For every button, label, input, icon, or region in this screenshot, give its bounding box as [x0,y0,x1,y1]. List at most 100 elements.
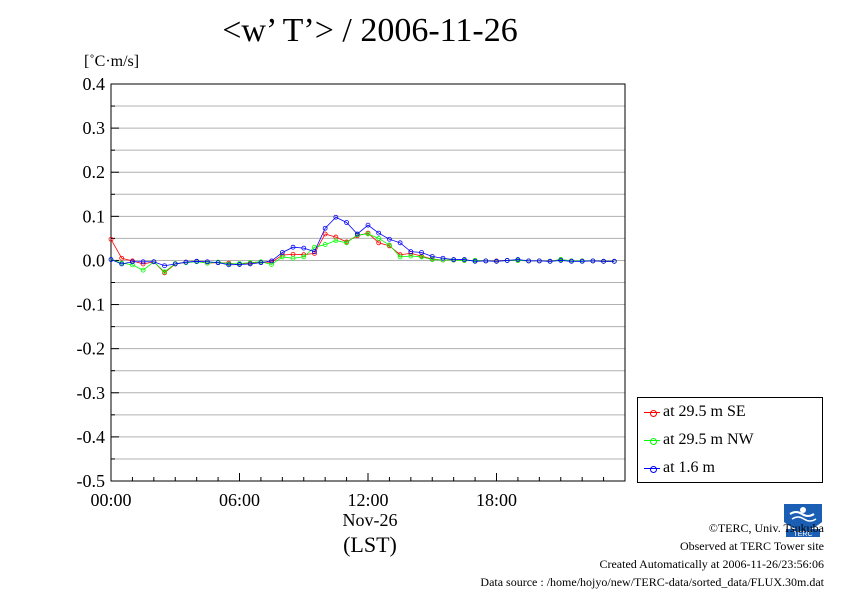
data-point-2 [204,259,210,265]
data-point-2 [569,258,574,264]
series-layer [108,214,617,276]
data-point-1 [301,254,307,260]
x-tick-label: 06:00 [219,490,260,510]
y-tick-label: -0.4 [77,427,106,447]
legend: at 29.5 m SE at 29.5 m NW at 1.6 m [637,397,823,483]
data-point-0 [108,236,114,242]
data-point-2 [183,259,189,265]
data-point-2 [151,259,157,265]
data-point-2 [279,250,285,255]
data-point-2 [247,261,253,267]
data-point-2 [269,258,275,264]
data-point-0 [119,255,125,261]
data-point-2 [526,258,532,264]
y-tick-labels: 0.4 0.3 0.2 0.1 0.0 -0.1 -0.2 -0.3 -0.4 -0.5 [77,74,106,491]
legend-marker-se [650,410,657,417]
y-tick-label: -0.5 [77,471,106,491]
data-point-1 [269,262,275,267]
data-point-2 [365,222,371,228]
x-tick-label: 00:00 [90,490,131,510]
series-line-1 [110,233,615,273]
data-point-2 [408,249,414,255]
data-point-2 [354,231,360,237]
data-point-1 [333,238,339,243]
data-point-2 [344,220,349,225]
credits-block: ©TERC, Univ. Tsukuba Observed at TERC To… [480,519,824,591]
legend-marker-1-6m [650,466,657,473]
data-point-2 [194,258,200,264]
data-point-2 [601,258,606,264]
data-point-1 [140,267,146,273]
y-tick-label: 0.4 [83,74,106,94]
data-point-2 [536,258,542,264]
x-axis-date-label: Nov-26 [342,510,398,530]
data-point-2 [558,258,564,263]
data-point-2 [333,214,339,220]
source-text: Data source : /home/hojyo/new/TERC-data/… [480,575,824,589]
logo-text: TERC [793,531,812,538]
data-point-2 [483,258,489,264]
data-point-2 [504,258,510,263]
y-tick-label: 0.0 [83,250,106,270]
data-point-2 [130,259,135,265]
data-point-2 [215,260,221,266]
data-point-2 [515,257,521,262]
data-point-1 [290,255,296,261]
data-point-1 [419,254,424,260]
data-point-1 [365,231,371,237]
data-point-2 [108,257,114,262]
data-point-1 [408,253,414,259]
data-point-0 [376,240,382,246]
legend-label-se: at 29.5 m SE [663,403,746,420]
data-point-2 [547,258,553,264]
data-point-1 [376,235,382,241]
chart-title: <w’ T’> / 2006-11-26 [222,12,518,49]
data-point-2 [579,258,585,264]
y-tick-label: -0.1 [77,295,106,315]
legend-label-1-6m: at 1.6 m [663,459,715,476]
data-point-2 [494,258,499,264]
y-axis-unit-label: [˚C·m/s] [84,53,140,70]
x-tick-labels: 00:00 06:00 12:00 18:00 [90,490,517,510]
data-point-2 [611,258,617,264]
data-point-2 [440,255,446,261]
data-point-1 [344,240,349,246]
data-point-1 [387,242,392,248]
x-tick-label: 18:00 [476,490,517,510]
data-point-2 [226,262,232,268]
data-point-2 [172,261,178,267]
data-point-2 [376,230,382,236]
data-point-2 [119,261,125,267]
data-point-2 [290,244,296,250]
data-point-1 [279,254,285,260]
data-point-1 [130,262,135,268]
data-point-2 [237,262,242,267]
data-point-2 [429,254,435,259]
data-point-2 [258,260,264,266]
data-point-2 [140,259,146,265]
data-point-2 [312,249,317,255]
copyright-text: ©TERC, Univ. Tsukuba [708,521,824,535]
y-tick-label: 0.1 [83,206,106,226]
grid-lines [111,83,625,482]
data-point-2 [419,250,424,255]
data-point-2 [590,258,596,264]
data-point-2 [162,263,167,269]
series-line-0 [110,232,615,274]
data-point-1 [429,257,435,262]
terc-logo: TERC [784,504,822,538]
legend-marker-nw [650,438,657,445]
y-tick-label: 0.3 [83,118,106,138]
data-point-2 [451,257,457,262]
data-point-2 [387,236,392,242]
data-point-2 [301,245,307,251]
y-tick-label: -0.2 [77,339,106,359]
x-axis-label: (LST) [343,532,397,557]
y-tick-label: 0.2 [83,162,106,182]
x-tick-label: 12:00 [347,490,388,510]
legend-label-nw: at 29.5 m NW [663,431,754,448]
data-point-2 [397,240,403,246]
data-point-2 [472,258,478,264]
data-point-0 [322,231,328,237]
